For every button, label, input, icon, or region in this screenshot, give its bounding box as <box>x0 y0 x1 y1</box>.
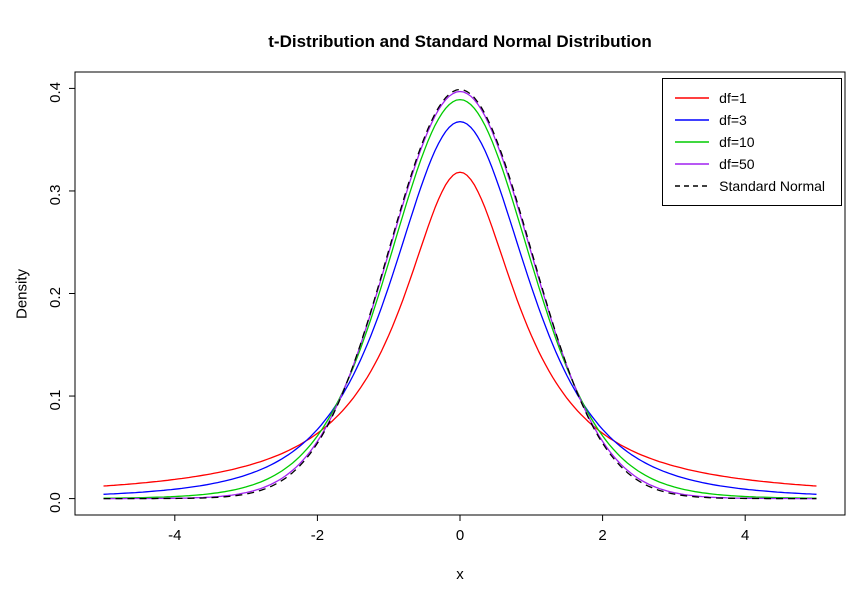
y-axis-tick-label: 0.3 <box>47 185 64 206</box>
x-axis-tick-label: 0 <box>456 527 464 544</box>
series-line-df-50 <box>103 90 817 500</box>
series-line-df-3 <box>103 120 817 495</box>
legend-entry: df=50 <box>675 156 825 172</box>
legend-entry: df=1 <box>675 90 825 106</box>
legend-label: df=10 <box>719 134 755 150</box>
series-line-df-1 <box>103 171 817 487</box>
y-axis-tick-label: 0.0 <box>47 492 64 513</box>
y-axis-title: Density <box>13 268 31 320</box>
x-axis-tick-label: -4 <box>168 527 181 544</box>
legend: df=1 df=3 df=10 df=50 Standard Normal <box>662 78 842 206</box>
legend-entry: Standard Normal <box>675 178 825 194</box>
y-axis-tick-label: 0.2 <box>47 287 64 308</box>
y-axis-tick-label: 0.4 <box>47 82 64 103</box>
legend-label: Standard Normal <box>719 178 825 194</box>
legend-label: df=50 <box>719 156 755 172</box>
chart-title: t-Distribution and Standard Normal Distr… <box>268 32 652 51</box>
series-line-df-10 <box>103 98 817 499</box>
legend-entry: df=3 <box>675 112 825 128</box>
y-axis-tick-label: 0.1 <box>47 390 64 411</box>
legend-line-swatch <box>675 185 710 187</box>
x-axis-tick-label: 4 <box>741 527 749 544</box>
legend-line-swatch <box>675 141 710 143</box>
legend-line-swatch <box>675 97 710 99</box>
legend-entry: df=10 <box>675 134 825 150</box>
legend-line-swatch <box>675 119 710 121</box>
x-axis-tick-label: 2 <box>598 527 606 544</box>
x-axis-title: x <box>456 566 464 583</box>
x-axis-tick-label: -2 <box>311 527 324 544</box>
legend-label: df=3 <box>719 112 747 128</box>
series-line-standard-normal <box>103 88 817 500</box>
legend-label: df=1 <box>719 90 747 106</box>
legend-line-swatch <box>675 163 710 165</box>
